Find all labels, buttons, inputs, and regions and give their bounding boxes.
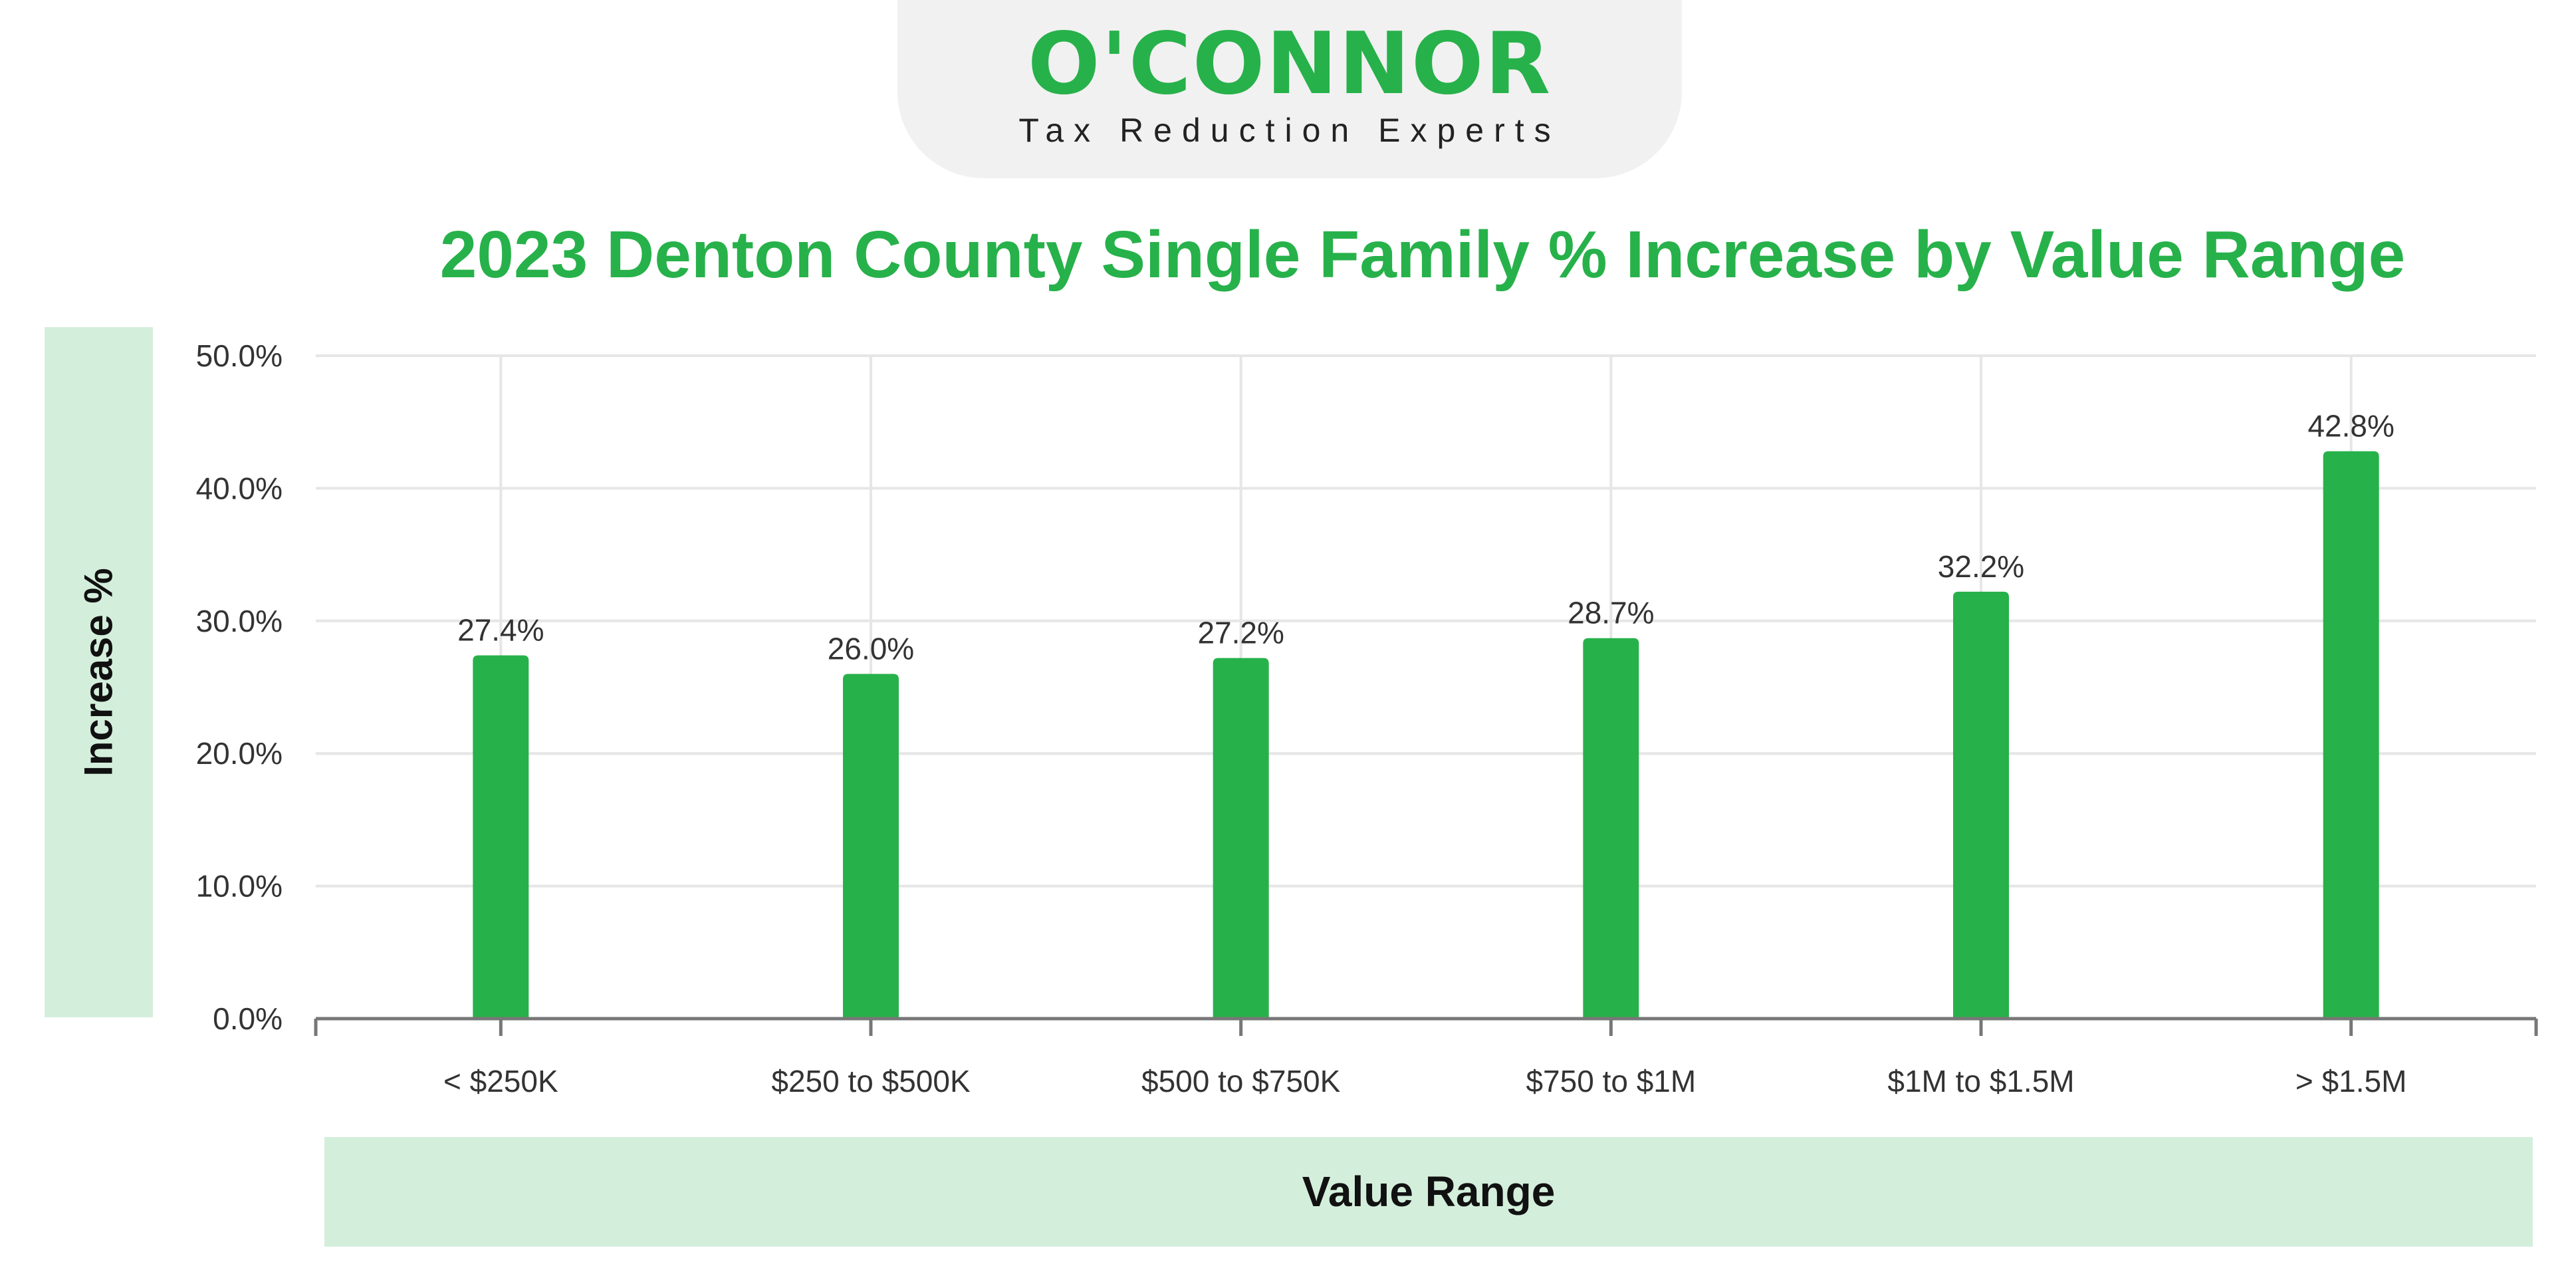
x-axis-label-band: Value Range — [324, 1137, 2533, 1247]
y-tick-label: 40.0% — [196, 471, 283, 505]
y-tick-label: 20.0% — [196, 736, 283, 771]
data-label-3: 28.7% — [1568, 596, 1654, 630]
bar-2 — [1213, 658, 1269, 1019]
bar-3 — [1583, 638, 1639, 1019]
x-tick-label-1: $250 to $500K — [771, 1064, 971, 1098]
bar-5 — [2323, 451, 2379, 1019]
y-tick-label: 50.0% — [196, 338, 283, 373]
logo-header: O'CONNOR Tax Reduction Experts — [897, 0, 1682, 178]
data-label-2: 27.2% — [1197, 616, 1284, 650]
data-label-4: 32.2% — [1938, 549, 2024, 584]
y-tick-label: 10.0% — [196, 869, 283, 904]
y-tick-label: 30.0% — [196, 604, 283, 638]
x-axis — [314, 1017, 2538, 1036]
x-axis-label: Value Range — [1302, 1168, 1556, 1215]
data-label-1: 26.0% — [828, 632, 914, 666]
x-tick-labels: < $250K $250 to $500K $500 to $750K $750 to… — [443, 1064, 2406, 1098]
x-tick-label-4: $1M to $1.5M — [1887, 1064, 2074, 1098]
data-label-5: 42.8% — [2307, 409, 2394, 444]
x-tick-label-5: > $1.5M — [2295, 1064, 2407, 1098]
gridlines — [316, 354, 2536, 1019]
y-axis-label-band — [45, 327, 153, 1017]
x-tick-label-2: $500 to $750K — [1141, 1064, 1341, 1098]
logo-tagline: Tax Reduction Experts — [1018, 112, 1561, 149]
y-tick-label: 0.0% — [213, 1001, 283, 1036]
x-tick-label-3: $750 to $1M — [1526, 1064, 1696, 1098]
logo-wordmark: O'CONNOR — [1027, 15, 1552, 114]
bar-0 — [473, 655, 529, 1019]
bar-4 — [1953, 591, 2009, 1019]
data-labels: 27.4% 26.0% 27.2% 28.7% 32.2% 42.8% — [457, 409, 2395, 666]
y-tick-labels: 0.0% 10.0% 20.0% 30.0% 40.0% 50.0% — [196, 338, 283, 1036]
x-tick-label-0: < $250K — [443, 1064, 558, 1098]
bars — [473, 451, 2379, 1019]
data-label-0: 27.4% — [457, 613, 544, 648]
bar-1 — [843, 674, 899, 1019]
chart-title: 2023 Denton County Single Family % Incre… — [439, 217, 2406, 292]
